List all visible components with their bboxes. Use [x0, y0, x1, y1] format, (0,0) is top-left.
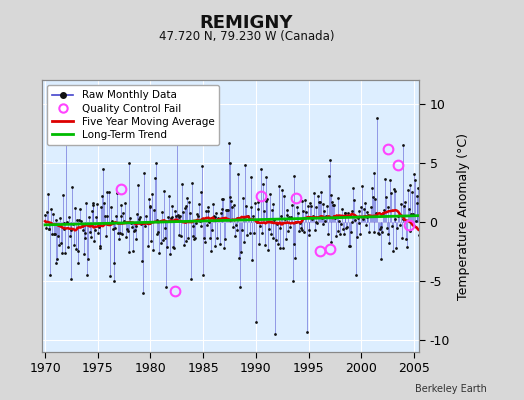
- Text: 47.720 N, 79.230 W (Canada): 47.720 N, 79.230 W (Canada): [159, 30, 334, 43]
- Legend: Raw Monthly Data, Quality Control Fail, Five Year Moving Average, Long-Term Tren: Raw Monthly Data, Quality Control Fail, …: [47, 85, 220, 145]
- Text: Berkeley Earth: Berkeley Earth: [416, 384, 487, 394]
- Text: REMIGNY: REMIGNY: [200, 14, 293, 32]
- Y-axis label: Temperature Anomaly (°C): Temperature Anomaly (°C): [457, 132, 470, 300]
